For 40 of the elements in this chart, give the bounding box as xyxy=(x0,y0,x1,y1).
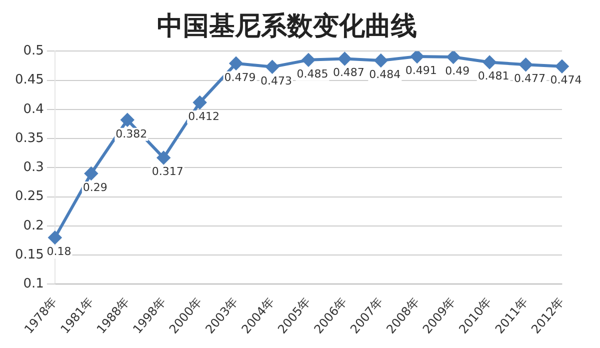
point xyxy=(556,60,568,73)
data-label: 0.412 xyxy=(188,110,220,123)
point xyxy=(193,96,206,109)
y-tick-label: 0.45 xyxy=(14,72,44,88)
data-label: 0.382 xyxy=(116,127,148,140)
data-label: 0.317 xyxy=(152,165,184,178)
data-label: 0.473 xyxy=(260,74,292,88)
chart-title: 中国基尼系数变化曲线 xyxy=(157,11,417,42)
y-tick-label: 0.25 xyxy=(14,189,44,204)
data-label: 0.49 xyxy=(445,64,470,78)
data-label: 0.484 xyxy=(369,68,401,81)
y-tick-label: 0.2 xyxy=(23,218,44,234)
data-label: 0.481 xyxy=(478,70,510,83)
y-tick-label: 0.3 xyxy=(23,160,44,176)
point xyxy=(230,56,243,70)
data-label: 0.29 xyxy=(82,180,108,194)
point xyxy=(84,167,98,180)
y-tick-label: 0.15 xyxy=(14,247,44,262)
point xyxy=(446,51,460,64)
point xyxy=(410,51,424,63)
y-tick-label: 0.4 xyxy=(23,102,44,117)
data-label: 0.18 xyxy=(46,244,72,258)
y-tick-label: 0.5 xyxy=(23,44,44,59)
point xyxy=(120,113,134,126)
y-tick-label: 0.1 xyxy=(23,276,44,292)
point xyxy=(519,58,532,72)
point xyxy=(157,151,170,164)
point xyxy=(374,54,388,68)
data-label: 0.474 xyxy=(550,74,582,87)
data-label: 0.487 xyxy=(332,66,364,80)
point xyxy=(483,56,496,69)
y-tick-label: 0.35 xyxy=(14,130,44,146)
data-label: 0.477 xyxy=(514,72,546,85)
point xyxy=(338,52,352,66)
data-label: 0.479 xyxy=(224,70,256,84)
point xyxy=(302,53,315,66)
point xyxy=(266,60,279,74)
data-label: 0.485 xyxy=(296,67,328,80)
data-label: 0.491 xyxy=(405,64,437,77)
point xyxy=(48,231,62,244)
